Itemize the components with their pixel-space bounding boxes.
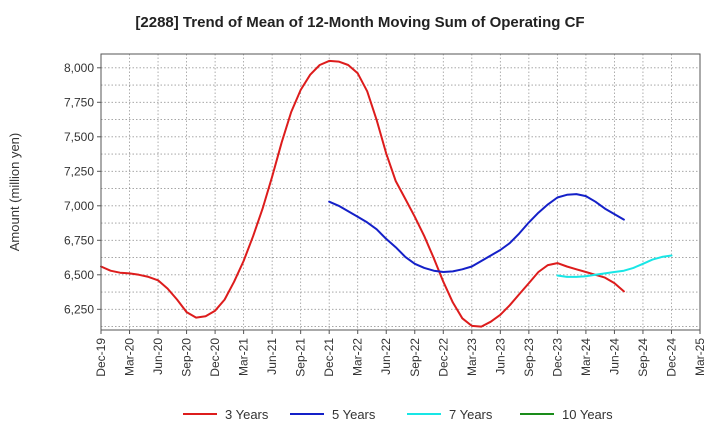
x-tick-label: Jun-22 — [379, 338, 393, 375]
y-tick-label: 7,500 — [64, 130, 94, 144]
y-axis-label: Amount (million yen) — [7, 133, 22, 252]
legend-label: 3 Years — [225, 407, 269, 422]
x-axis-ticks: Dec-19 Mar-20 Jun-20 Sep-20 Dec-20 Mar-21 Jun-… — [94, 330, 707, 377]
x-tick-label: Sep-22 — [408, 338, 422, 377]
series-line-7-years — [556, 254, 673, 278]
x-tick-label: Dec-21 — [322, 338, 336, 377]
x-tick-label: Sep-23 — [522, 338, 536, 377]
y-tick-label: 8,000 — [64, 61, 94, 75]
x-tick-label: Mar-20 — [123, 338, 137, 376]
x-tick-label: Dec-23 — [550, 338, 564, 377]
x-tick-label: Dec-22 — [436, 338, 450, 377]
x-tick-label: Jun-23 — [493, 338, 507, 375]
y-tick-label: 7,000 — [64, 199, 94, 213]
series-lines — [100, 59, 673, 328]
legend-label: 5 Years — [332, 407, 376, 422]
plot-frame — [100, 53, 701, 331]
y-tick-label: 7,750 — [64, 95, 94, 109]
x-tick-label: Jun-21 — [265, 338, 279, 375]
grid-lines — [100, 54, 701, 330]
x-tick-label: Jun-20 — [151, 338, 165, 375]
x-tick-label: Dec-19 — [94, 338, 108, 377]
x-tick-label: Mar-23 — [465, 338, 479, 376]
x-tick-label: Mar-22 — [351, 338, 365, 376]
x-tick-label: Sep-20 — [180, 338, 194, 377]
series-line-5-years — [328, 193, 625, 273]
x-tick-label: Mar-24 — [579, 338, 593, 376]
x-tick-label: Sep-24 — [636, 338, 650, 377]
chart-title: [2288] Trend of Mean of 12-Month Moving … — [135, 14, 584, 31]
legend: 3 Years 5 Years 7 Years 10 Years — [183, 407, 613, 422]
y-tick-label: 6,250 — [64, 302, 94, 316]
x-tick-label: Mar-21 — [237, 338, 251, 376]
x-tick-label: Dec-20 — [208, 338, 222, 377]
y-axis-ticks: 6,250 6,500 6,750 7,000 7,250 7,500 7,750 8,000 — [64, 61, 101, 316]
y-tick-label: 6,750 — [64, 233, 94, 247]
x-tick-label: Mar-25 — [693, 338, 707, 376]
x-tick-label: Sep-21 — [294, 338, 308, 377]
legend-label: 7 Years — [449, 407, 493, 422]
x-tick-label: Jun-24 — [607, 338, 621, 375]
series-line-3-years — [100, 59, 625, 328]
y-tick-label: 6,500 — [64, 268, 94, 282]
y-tick-label: 7,250 — [64, 164, 94, 178]
legend-label: 10 Years — [562, 407, 613, 422]
x-tick-label: Dec-24 — [664, 338, 678, 377]
